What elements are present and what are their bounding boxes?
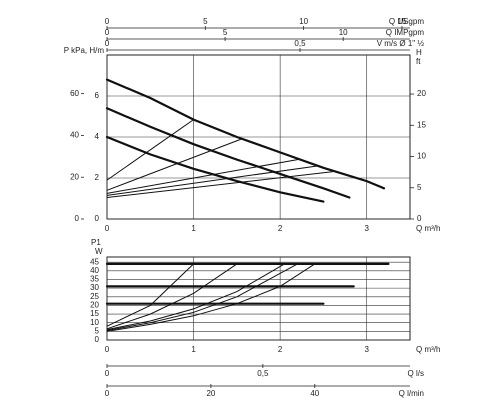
y-tick-label: 4 xyxy=(95,132,100,141)
y-tick-label: 45 xyxy=(90,257,99,266)
axis-tick-label: 10 xyxy=(299,17,308,26)
axis-tick-label: 10 xyxy=(339,28,348,37)
axis-tick-label: 20 xyxy=(206,389,215,398)
y-tick-label: 6 xyxy=(95,91,100,100)
y-tick-label: 30 xyxy=(90,283,99,292)
axis-tick-label: 15 xyxy=(397,17,406,26)
curve xyxy=(106,138,242,191)
curve xyxy=(106,119,195,181)
y-tick-label: 35 xyxy=(90,275,99,284)
y-axis-label: P1 xyxy=(91,238,101,247)
x-tick-label: 0 xyxy=(105,345,110,354)
axis-label: V m/s Ø 1" ½ xyxy=(377,39,425,48)
y-tick-label: 5 xyxy=(95,326,100,335)
x-tick-label: 3 xyxy=(364,224,369,233)
x-tick-label: 2 xyxy=(278,345,283,354)
y-tick-label: 20 xyxy=(90,301,99,310)
axis-tick-label: 0 xyxy=(417,214,422,223)
axis-tick-label: 40 xyxy=(70,131,79,140)
y-tick-label: 25 xyxy=(90,292,99,301)
curve xyxy=(106,263,285,331)
axis-label: H xyxy=(416,48,422,57)
axis-unit: ft xyxy=(416,57,421,66)
axis-tick-label: 0 xyxy=(105,28,110,37)
curve xyxy=(106,263,195,327)
y-axis-unit: W xyxy=(95,247,103,256)
axis-tick-label: 0 xyxy=(105,17,110,26)
axis-label: Q l/s xyxy=(408,369,424,378)
axis-tick-label: 0,5 xyxy=(257,369,269,378)
curve xyxy=(106,159,298,194)
y-tick-label: 0 xyxy=(95,214,100,223)
x-tick-label: 1 xyxy=(191,224,196,233)
axis-tick-label: 0,5 xyxy=(294,39,306,48)
curve xyxy=(106,263,238,330)
axis-tick-label: 0 xyxy=(105,39,110,48)
axis-tick-label: 5 xyxy=(203,17,208,26)
curve xyxy=(106,165,320,196)
y-tick-label: 2 xyxy=(95,173,100,182)
y-tick-label: 0 xyxy=(95,335,100,344)
x-tick-label: 3 xyxy=(364,345,369,354)
axis-tick-label: 0 xyxy=(105,369,110,378)
axis-tick-label: 0 xyxy=(105,389,110,398)
curve xyxy=(106,263,298,331)
y-tick-label: 40 xyxy=(90,266,99,275)
x-tick-label: 2 xyxy=(278,224,283,233)
x-tick-label: 1 xyxy=(191,345,196,354)
y-tick-label: 15 xyxy=(90,309,99,318)
axis-tick-label: 5 xyxy=(417,183,422,192)
axis-tick-label: 5 xyxy=(223,28,228,37)
axis-tick-label: 15 xyxy=(417,120,426,129)
curve xyxy=(105,135,325,203)
curve xyxy=(105,107,351,199)
axis-label: Q USgpm xyxy=(389,17,424,26)
axis-tick-label: 0 xyxy=(75,214,80,223)
y-tick-label: 10 xyxy=(90,318,99,327)
x-axis-label: Q m³/h xyxy=(416,224,440,233)
axis-label: Q IMPgpm xyxy=(386,28,425,37)
axis-tick-label: 10 xyxy=(417,152,426,161)
curve xyxy=(106,171,333,198)
curve xyxy=(106,263,316,332)
axis-tick-label: 40 xyxy=(310,389,319,398)
axis-tick-label: 20 xyxy=(417,89,426,98)
x-tick-label: 0 xyxy=(105,224,110,233)
curve xyxy=(105,78,386,190)
x-axis-label: Q m³/h xyxy=(416,345,440,354)
y-axis-label: P kPa, H/m xyxy=(64,46,105,55)
axis-tick-label: 60 xyxy=(70,89,79,98)
axis-label: Q l/min xyxy=(399,389,424,398)
axis-tick-label: 20 xyxy=(70,172,79,181)
